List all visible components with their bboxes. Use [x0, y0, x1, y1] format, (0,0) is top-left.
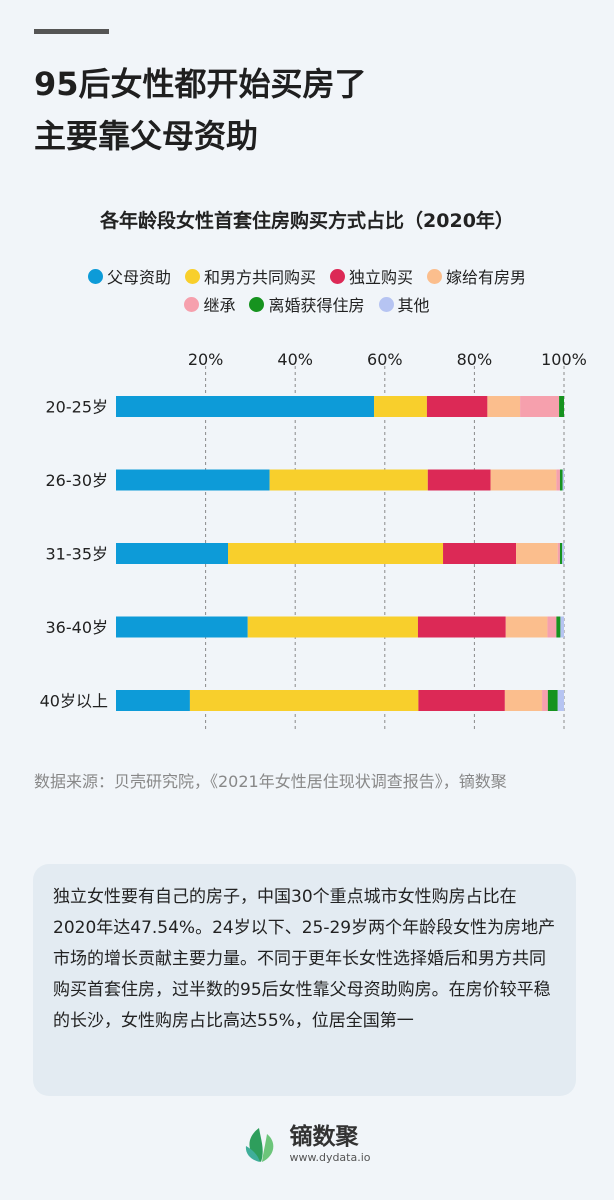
legend-label: 其他 [397, 296, 430, 315]
bar-layer [116, 396, 564, 711]
chart-title: 各年龄段女性首套住房购买方式占比（2020年） [100, 210, 514, 232]
top-rule [34, 29, 109, 34]
legend-label: 和男方共同购买 [203, 268, 316, 287]
legend-item: 和男方共同购买 [184, 264, 316, 288]
legend-swatch [184, 268, 200, 284]
summary-text: 独立女性要有自己的房子，中国30个重点城市女性购房占比在2020年达47.54%… [53, 887, 556, 1031]
bar-segment [516, 543, 558, 564]
brand-url: www.dydata.io [289, 1151, 371, 1164]
bar-segment [116, 469, 270, 491]
x-tick-label: 20% [188, 350, 224, 369]
summary-box: 独立女性要有自己的房子，中国30个重点城市女性购房占比在2020年达47.54%… [33, 864, 576, 1096]
legend-item: 继承 [184, 292, 235, 316]
x-tick-label: 60% [367, 350, 403, 369]
x-tick-label: 80% [457, 350, 493, 369]
leaf-logo-icon [246, 1128, 274, 1162]
bar-segment [559, 396, 564, 417]
bar-segment [247, 616, 418, 638]
legend-label: 嫁给有房男 [446, 268, 527, 287]
bar-segment [560, 616, 564, 638]
bar-segment [443, 543, 517, 564]
bar-segment [374, 396, 427, 417]
bar-segment [557, 690, 564, 711]
legend-swatch [330, 268, 345, 284]
bar-segment [116, 690, 190, 711]
bar-segment [559, 469, 563, 491]
legend-label: 独立购买 [349, 268, 414, 287]
bar-segment [490, 469, 557, 491]
bar-segment [520, 396, 560, 417]
chart-legend: 父母资助 和男方共同购买 独立购买 嫁给有房男 继承 离婚获得住房 其他 [0, 262, 614, 318]
bar-segment [228, 543, 444, 564]
legend-item: 父母资助 [87, 264, 171, 288]
legend-item: 离婚获得住房 [249, 292, 365, 316]
bar-segment [269, 469, 428, 491]
bar-segment [418, 690, 505, 711]
bar-segment [487, 396, 521, 417]
legend-label: 离婚获得住房 [268, 296, 365, 315]
bar-segment [559, 543, 563, 564]
category-label: 31-35岁 [46, 545, 109, 564]
category-label: 26-30岁 [46, 471, 109, 490]
category-label: 20-25岁 [46, 398, 109, 417]
legend-label: 父母资助 [106, 268, 171, 287]
headline: 95后女性都开始买房了 主要靠父母资助 [34, 58, 367, 162]
bar-segment [547, 690, 558, 711]
stacked-bar-chart: 20% 40% 60% 80% 100% 20-25岁 26-30岁 31-35岁 36-40岁… [40, 350, 587, 730]
bar-segment [556, 616, 561, 638]
legend-swatch [427, 268, 443, 284]
bar-segment [426, 396, 488, 417]
x-tick-label: 40% [277, 350, 313, 369]
category-label: 40岁以上 [40, 692, 108, 711]
legend-row-1: 父母资助 和男方共同购买 独立购买 嫁给有房男 [0, 262, 614, 290]
bar-segment [542, 690, 548, 711]
bar-segment [556, 469, 560, 491]
bar-segment [505, 616, 548, 638]
legend-swatch [249, 296, 265, 312]
bar-segment [189, 690, 419, 711]
bar-segment [562, 469, 564, 491]
brand-text: 镝数聚 www.dydata.io [289, 1123, 370, 1165]
legend-item: 其他 [378, 292, 430, 316]
x-tick-label: 100% [541, 350, 587, 369]
brand-name: 镝数聚 [289, 1124, 359, 1150]
label-layer: 20% 40% 60% 80% 100% 20-25岁 26-30岁 31-35岁 36-40岁… [40, 350, 587, 711]
bar-segment [116, 396, 375, 417]
bar-segment [417, 616, 506, 638]
bar-segment [547, 616, 557, 638]
legend-swatch [184, 296, 200, 312]
category-label: 36-40岁 [46, 618, 109, 637]
legend-item: 独立购买 [330, 264, 413, 288]
brand-footer: 镝数聚 www.dydata.io [0, 1123, 614, 1165]
bar-segment [427, 469, 491, 491]
bar-segment [504, 690, 543, 711]
legend-row-2: 继承 离婚获得住房 其他 [0, 290, 614, 318]
bar-segment [116, 616, 248, 638]
bar-segment [562, 543, 564, 564]
bar-segment [557, 543, 560, 564]
source-note: 数据来源：贝壳研究院，《2021年女性居住现状调查报告》，镝数聚 [34, 772, 507, 791]
bar-segment [116, 543, 228, 564]
legend-label: 继承 [203, 296, 236, 315]
headline-line2: 主要靠父母资助 [34, 117, 259, 155]
legend-swatch [87, 268, 103, 284]
legend-swatch [378, 296, 394, 312]
legend-item: 嫁给有房男 [427, 264, 526, 288]
headline-line1: 95后女性都开始买房了 [34, 65, 367, 103]
